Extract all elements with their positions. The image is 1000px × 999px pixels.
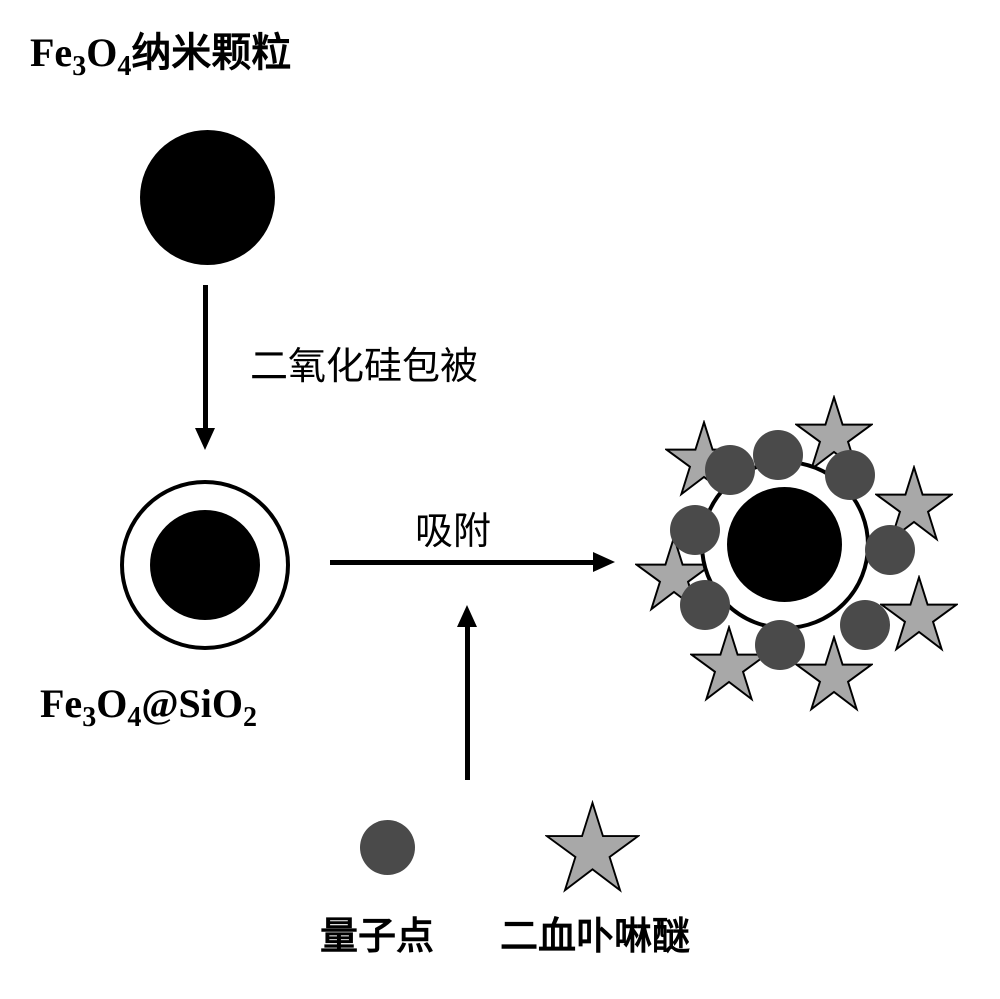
adsorption-label: 吸附 xyxy=(415,500,491,555)
arrow-coating-head xyxy=(195,428,215,450)
arrow-coating-line xyxy=(203,285,208,430)
hp-legend-label: 二血卟啉醚 xyxy=(500,905,690,960)
arrow-adsorption-head xyxy=(593,552,615,572)
arrow-from-legend-head xyxy=(457,605,477,627)
legend-qdot xyxy=(360,820,415,875)
core-shell-particle xyxy=(120,480,290,650)
dec-star-3 xyxy=(880,575,958,653)
qd-legend-label: 量子点 xyxy=(320,905,434,960)
fe3o4-nanoparticle xyxy=(140,130,275,265)
dec-qdot-2 xyxy=(825,450,875,500)
dec-qdot-1 xyxy=(753,430,803,480)
arrow-from-legend-line xyxy=(465,625,470,780)
dec-qdot-8 xyxy=(705,445,755,495)
dec-core xyxy=(727,487,842,602)
dec-qdot-5 xyxy=(755,620,805,670)
arrow-adsorption-line xyxy=(330,560,595,565)
decorated-particle xyxy=(700,460,870,630)
legend-star xyxy=(545,800,640,895)
dec-qdot-4 xyxy=(840,600,890,650)
sio2-coating-label: 二氧化硅包被 xyxy=(250,335,478,390)
core-shell-label: Fe3O4@SiO2 xyxy=(40,680,257,734)
fe3o4-core xyxy=(150,510,260,620)
title-label: Fe3O4纳米颗粒 xyxy=(30,20,291,83)
dec-qdot-3 xyxy=(865,525,915,575)
dec-qdot-6 xyxy=(680,580,730,630)
title-suffix: 纳米颗粒 xyxy=(131,30,291,75)
dec-qdot-7 xyxy=(670,505,720,555)
